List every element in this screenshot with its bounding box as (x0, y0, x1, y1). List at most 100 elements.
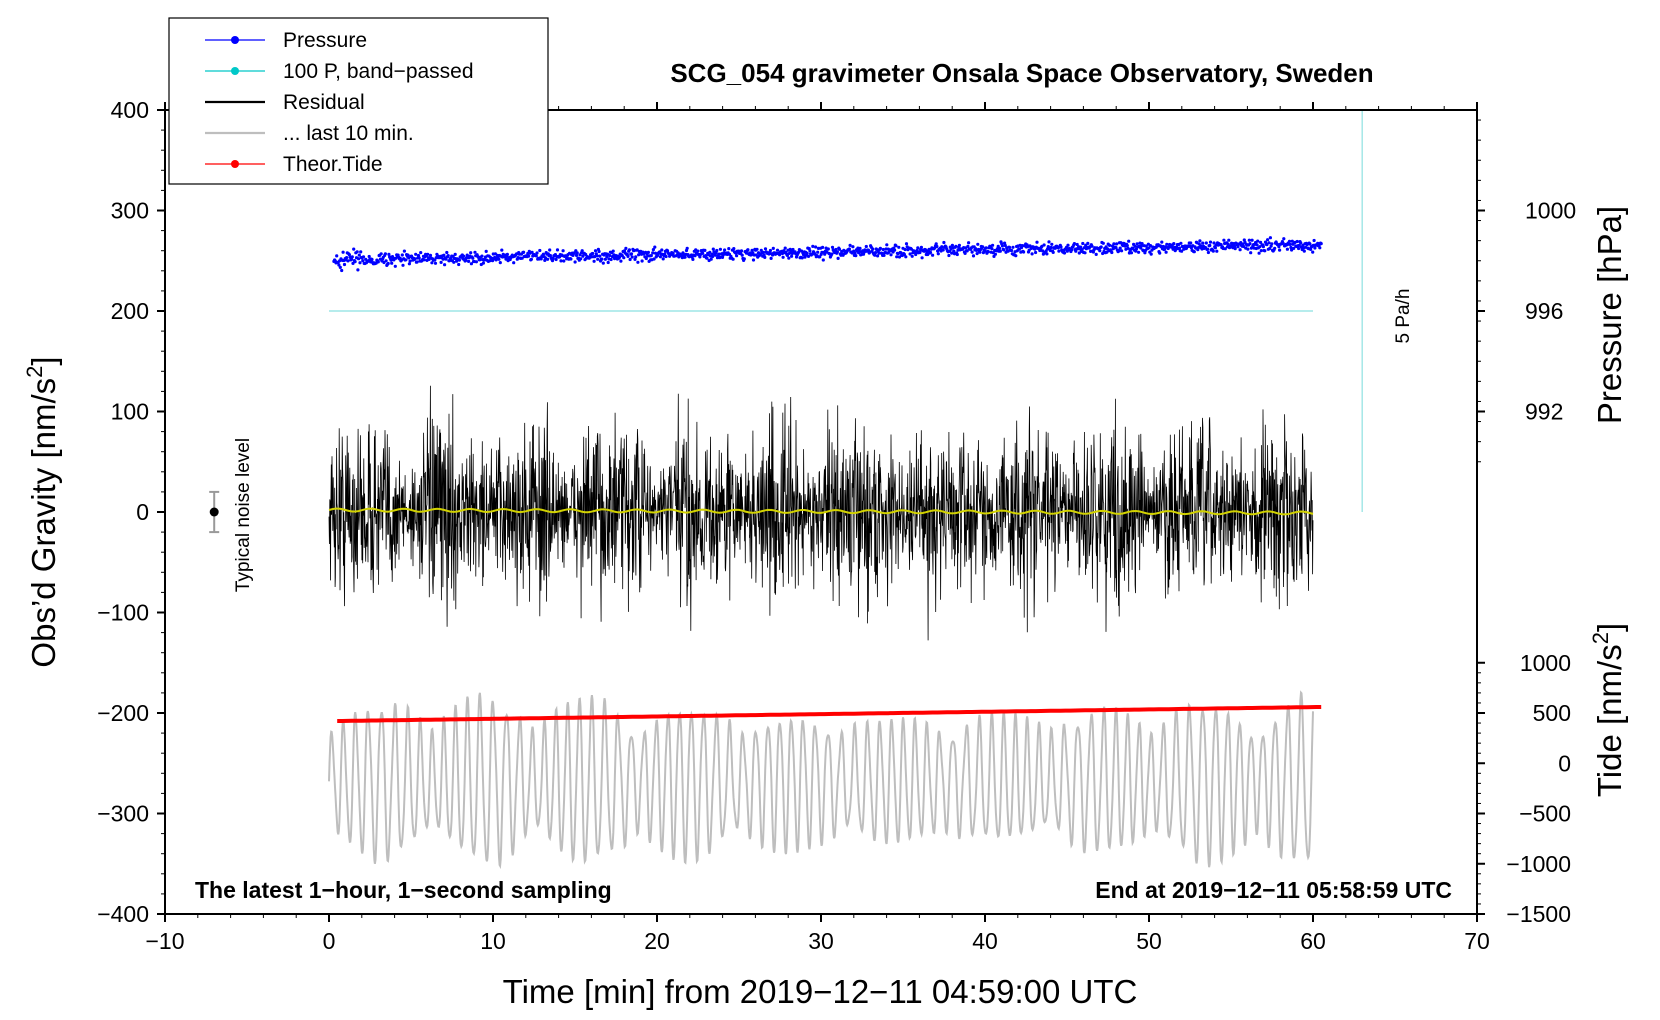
pressure-point (1030, 252, 1034, 256)
pressure-point (1083, 251, 1087, 255)
pressure-point (530, 250, 534, 254)
pressure-point (351, 261, 355, 265)
pressure-point (551, 256, 555, 260)
pressure-point (664, 254, 668, 259)
pressure-point (876, 254, 880, 258)
pressure-point (1312, 238, 1316, 243)
legend-marker (231, 67, 239, 75)
pressure-point (361, 255, 366, 259)
pressure-point (512, 261, 516, 265)
pressure-point (1313, 246, 1317, 250)
pressure-point (998, 246, 1002, 250)
pressure-point (355, 250, 359, 254)
pressure-point (1179, 241, 1183, 245)
pressure-point (651, 251, 655, 255)
y-tick-label: −300 (97, 801, 149, 827)
pressure-point (347, 253, 351, 257)
pressure-point (940, 245, 944, 249)
pressure-point (469, 262, 473, 266)
pressure-point (1255, 243, 1259, 247)
pressure-point (1098, 249, 1102, 253)
pressure-point (1268, 246, 1272, 251)
pressure-point (660, 248, 664, 252)
tide-tick-label: −1000 (1506, 851, 1571, 877)
pressure-point (1288, 242, 1292, 246)
pressure-point (341, 250, 345, 254)
pressure-point (903, 247, 907, 252)
pressure-point (1236, 245, 1240, 249)
pressure-point (732, 247, 736, 251)
pressure-point (1117, 249, 1121, 253)
pressure-point (950, 243, 955, 247)
pressure-point (899, 251, 903, 255)
pressure-point (942, 240, 946, 245)
pressure-point (474, 260, 478, 264)
pressure-point (709, 257, 713, 261)
pressure-point (627, 248, 632, 252)
pressure-point (361, 259, 365, 263)
tide-tick-label: 500 (1533, 700, 1571, 726)
pressure-point (864, 244, 868, 249)
pressure-point (1115, 242, 1119, 246)
trend-label: 5 Pa/h (1393, 289, 1414, 344)
pressure-point (457, 258, 461, 262)
pressure-point (1125, 244, 1129, 248)
pressure-point (1215, 249, 1219, 253)
pressure-point (775, 248, 780, 252)
pressure-point (1249, 251, 1253, 255)
pressure-point (970, 250, 974, 254)
pressure-point (895, 255, 899, 259)
pressure-point (1238, 248, 1242, 252)
pressure-point (595, 254, 599, 258)
pressure-point (619, 259, 623, 263)
pressure-point (636, 260, 640, 264)
pressure-point (885, 243, 889, 247)
pressure-point (338, 265, 342, 269)
pressure-point (851, 245, 855, 249)
pressure-point (878, 246, 883, 250)
pressure-point (446, 254, 450, 258)
pressure-point (539, 257, 543, 261)
pressure-point (711, 247, 715, 251)
pressure-point (971, 254, 976, 258)
pressure-point (858, 246, 862, 250)
x-tick-label: 0 (323, 928, 336, 954)
pressure-point (1010, 248, 1014, 253)
x-tick-label: 20 (644, 928, 670, 954)
pressure-point (966, 244, 970, 248)
pressure-point (592, 259, 596, 263)
pressure-point (535, 251, 539, 255)
pressure-point (406, 253, 410, 257)
legend-entry: ... last 10 min. (205, 122, 414, 145)
pressure-point (370, 257, 374, 262)
pressure-point (768, 248, 773, 253)
pressure-point (417, 256, 421, 260)
pressure-point (419, 251, 423, 255)
pressure-point (1268, 236, 1272, 240)
pressure-point (340, 268, 344, 273)
y-tick-label: 300 (111, 198, 149, 224)
pressure-point (931, 253, 935, 257)
pressure-point (1282, 237, 1286, 241)
tide-axis-title-main: Tide [nm/s (1591, 644, 1628, 797)
pressure-point (498, 261, 502, 265)
pressure-point (947, 253, 951, 258)
pressure-point (1070, 248, 1074, 252)
pressure-point (1133, 244, 1137, 248)
pressure-point (823, 252, 827, 256)
pressure-point (952, 249, 956, 253)
y-axis-title-close: ] (25, 356, 62, 365)
pressure-point (383, 252, 387, 256)
pressure-point (646, 250, 651, 254)
pressure-point (445, 250, 449, 255)
pressure-point (935, 244, 939, 249)
pressure-point (955, 252, 959, 257)
pressure-point (649, 254, 653, 258)
pressure-point (713, 253, 718, 257)
pressure-point (591, 251, 595, 256)
pressure-point (1091, 250, 1095, 254)
pressure-point (811, 244, 815, 248)
legend-marker (231, 36, 239, 44)
pressure-point (1302, 249, 1306, 253)
pressure-point (548, 248, 552, 252)
